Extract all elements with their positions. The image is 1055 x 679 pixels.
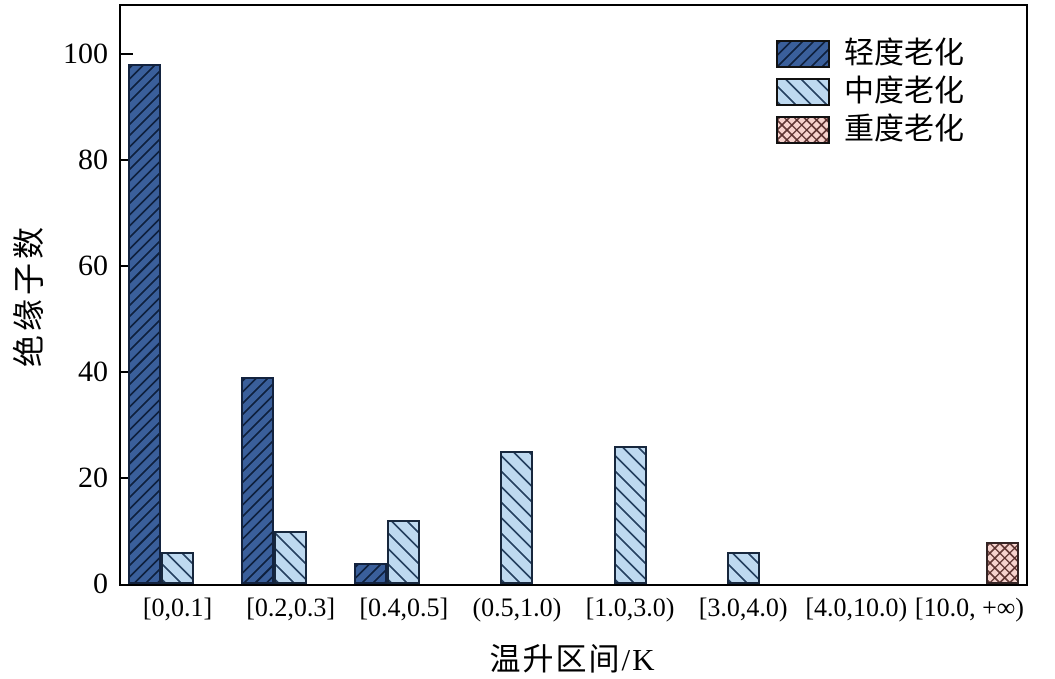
x-tick-label: [0.4,0.5] xyxy=(359,593,449,622)
y-tick-label: 60 xyxy=(78,248,108,282)
legend-row: 轻度老化 xyxy=(776,37,964,70)
y-tick-mark xyxy=(121,158,133,161)
bar-轻度老化-[0.2,0.3] xyxy=(241,377,275,584)
legend-swatch-icon xyxy=(776,40,830,68)
y-axis-title: 绝缘子数 xyxy=(11,222,47,368)
bar-中度老化-[0.4,0.5] xyxy=(387,520,421,584)
bar-中度老化-[0.2,0.3] xyxy=(274,530,308,584)
y-tick-mark xyxy=(121,476,133,479)
x-tick-label: [0,0.1] xyxy=(142,593,213,622)
legend-row: 中度老化 xyxy=(776,75,964,108)
x-tick-label: [3.0,4.0) xyxy=(698,593,788,622)
y-tick-mark xyxy=(121,370,133,373)
y-tick-label: 40 xyxy=(78,354,108,388)
y-tick-mark xyxy=(121,264,133,267)
x-tick-label: [0.2,0.3] xyxy=(246,593,336,622)
y-tick-label: 0 xyxy=(93,567,108,600)
bar-重度老化-[10.0, +∞) xyxy=(985,541,1019,584)
legend: 轻度老化中度老化重度老化 xyxy=(776,37,964,154)
x-axis-title: 温升区间/K xyxy=(489,642,657,677)
bar-中度老化-[1.0,3.0) xyxy=(613,446,647,584)
legend-label: 轻度老化 xyxy=(844,37,964,70)
x-tick-label: (0.5,1.0) xyxy=(472,593,562,622)
legend-label: 重度老化 xyxy=(844,113,964,146)
y-tick-label: 20 xyxy=(78,460,108,494)
y-tick-mark xyxy=(121,52,133,55)
bar-中度老化-(0.5,1.0) xyxy=(500,451,534,584)
x-tick-label: [10.0, +∞) xyxy=(914,593,1024,622)
legend-row: 重度老化 xyxy=(776,113,964,146)
x-tick-label: [4.0,10.0) xyxy=(805,593,908,622)
y-tick-label: 80 xyxy=(78,142,108,176)
bar-轻度老化-[0,0.1] xyxy=(128,64,162,584)
bar-中度老化-[0,0.1] xyxy=(161,552,195,584)
x-tick-label: [1.0,3.0) xyxy=(585,593,675,622)
bar-中度老化-[3.0,4.0) xyxy=(726,552,760,584)
y-tick-label: 100 xyxy=(63,36,108,70)
legend-label: 中度老化 xyxy=(844,75,964,108)
bar-轻度老化-[0.4,0.5] xyxy=(354,562,388,584)
legend-swatch-icon xyxy=(776,116,830,144)
plot-area xyxy=(119,4,1028,586)
legend-swatch-icon xyxy=(776,78,830,106)
